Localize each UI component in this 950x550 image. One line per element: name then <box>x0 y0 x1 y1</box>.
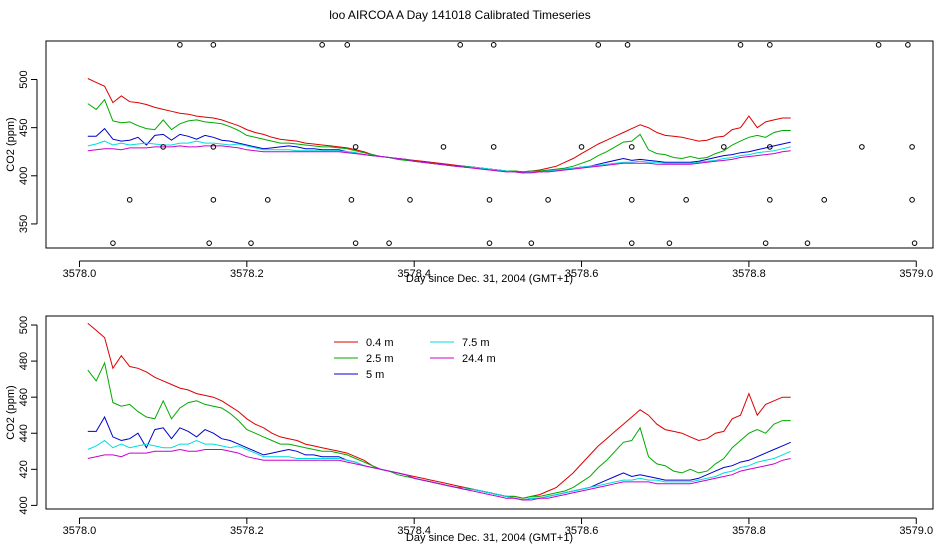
data-point-marker <box>490 144 497 150</box>
data-point-marker <box>210 144 217 150</box>
data-point-marker <box>821 197 828 203</box>
series-line-7-5-m <box>87 140 791 174</box>
data-point-marker <box>206 240 212 246</box>
data-point-marker <box>666 240 673 246</box>
x-tick-label: 3578.0 <box>63 268 97 280</box>
figure-title: loo AIRCOA A Day 141018 Calibrated Times… <box>329 8 590 22</box>
x-tick-label: 3578.8 <box>732 525 766 537</box>
panel-top: 3578.0 3578.2 3578.4 3578.6 3578.8 3579.0 Day … <box>5 40 934 285</box>
data-point-marker <box>344 42 351 48</box>
data-point-marker <box>737 42 744 48</box>
y-tick-label: 400 <box>18 167 30 185</box>
legend-label: 0.4 m <box>366 337 394 349</box>
data-point-marker <box>210 42 217 48</box>
data-point-marker <box>110 240 116 246</box>
y-tick-label: 500 <box>18 70 30 88</box>
data-point-marker <box>762 240 769 246</box>
data-point-marker <box>721 144 727 150</box>
series-group <box>87 78 791 174</box>
series-line-24-4-m <box>87 448 791 501</box>
series-line-2-5-m <box>87 98 791 173</box>
x-tick-label: 3578.2 <box>230 525 264 537</box>
data-point-marker <box>875 42 882 48</box>
legend-label: 5 m <box>366 369 384 381</box>
legend-label: 24.4 m <box>462 353 496 365</box>
data-point-marker <box>859 144 865 150</box>
data-point-marker <box>578 144 585 150</box>
y-tick-label: 440 <box>18 424 30 442</box>
series-line-5-m <box>87 127 791 174</box>
y-tick-label: 480 <box>18 352 30 370</box>
data-point-marker <box>767 144 773 150</box>
data-point-marker <box>319 42 325 48</box>
data-point-marker <box>909 144 915 150</box>
data-point-marker <box>545 197 551 203</box>
panel-bottom: 3578.0 3578.2 3578.4 3578.6 3578.8 3579.0 Day … <box>5 315 934 544</box>
data-point-marker <box>386 240 392 246</box>
x-tick-label: 3579.0 <box>899 525 933 537</box>
data-point-marker <box>440 144 447 150</box>
data-point-marker <box>352 144 359 150</box>
legend-label: 7.5 m <box>462 337 490 349</box>
data-point-marker <box>126 197 133 203</box>
data-point-marker <box>457 42 464 48</box>
data-point-marker <box>909 197 915 203</box>
data-point-marker <box>528 240 535 246</box>
data-point-marker <box>248 240 254 246</box>
x-tick-label: 3578.8 <box>732 268 766 280</box>
y-tick-label: 450 <box>18 118 30 136</box>
x-tick-label: 3578.0 <box>63 525 97 537</box>
x-tick-label: 3579.0 <box>899 268 933 280</box>
series-line-7-5-m <box>87 439 791 501</box>
data-point-marker <box>348 197 355 203</box>
y-tick-label: 460 <box>18 388 30 406</box>
x-tick-label: 3578.6 <box>565 525 599 537</box>
series-line-24-4-m <box>87 145 791 174</box>
x-tick-label: 3578.2 <box>230 268 264 280</box>
data-point-marker <box>486 240 493 246</box>
y-tick-label: 400 <box>18 496 30 514</box>
series-line-0-4-m <box>87 322 791 499</box>
data-point-marker <box>490 42 497 48</box>
data-point-marker <box>628 144 635 150</box>
data-point-marker <box>628 197 635 203</box>
data-point-marker <box>624 42 631 48</box>
series-line-2-5-m <box>87 361 791 499</box>
data-point-marker <box>264 197 271 203</box>
data-point-marker <box>210 197 217 203</box>
plot-frame <box>45 40 934 249</box>
data-point-marker <box>595 42 602 48</box>
data-point-marker <box>628 240 635 246</box>
data-point-marker <box>911 240 918 246</box>
series-group <box>87 322 791 501</box>
data-point-marker <box>486 197 493 203</box>
x-tick-label: 3578.6 <box>565 268 599 280</box>
data-point-marker <box>767 197 773 203</box>
data-point-marker <box>905 42 911 48</box>
data-point-marker <box>160 144 166 150</box>
data-point-marker <box>683 197 689 203</box>
x-axis-label: Day since Dec. 31, 2004 (GMT+1) <box>406 532 573 544</box>
x-tick-label: 3578.4 <box>397 525 431 537</box>
series-line-5-m <box>87 415 791 501</box>
y-tick-label: 350 <box>18 215 30 233</box>
legend-label: 2.5 m <box>366 353 394 365</box>
series-line-0-4-m <box>87 78 791 173</box>
data-point-marker <box>177 42 183 48</box>
plot-frame <box>45 315 934 510</box>
y-axis-label: CO2 (ppm) <box>5 385 17 439</box>
y-axis-label: CO2 (ppm) <box>5 117 17 171</box>
data-point-marker <box>767 42 773 48</box>
data-point-marker <box>407 197 413 203</box>
data-point-marker <box>804 240 811 246</box>
data-point-marker <box>352 240 359 246</box>
x-axis-label: Day since Dec. 31, 2004 (GMT+1) <box>406 273 573 285</box>
x-tick-label: 3578.4 <box>397 268 431 280</box>
y-tick-label: 420 <box>18 460 30 478</box>
y-tick-label: 500 <box>18 316 30 334</box>
